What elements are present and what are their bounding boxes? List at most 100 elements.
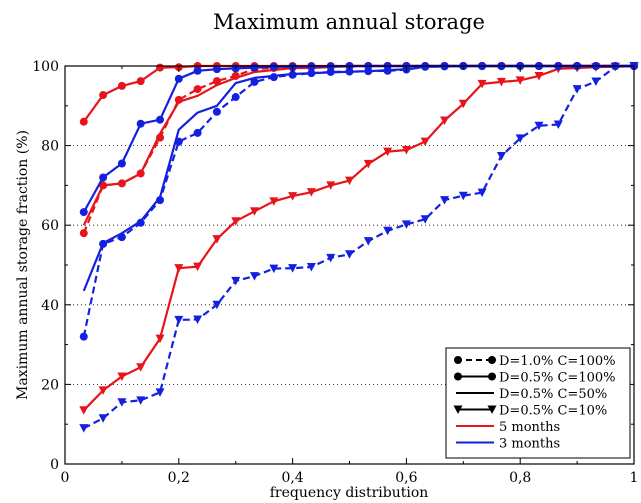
data-point (98, 386, 108, 395)
data-point (79, 208, 88, 217)
data-point (99, 173, 108, 182)
data-point (117, 398, 127, 407)
legend-marker (454, 372, 462, 381)
axis-ticks: 0 20 40 60 80 100 0 0,2 0,4 0,6 0,8 1 (32, 59, 638, 486)
x-tick-label: 0,2 (168, 470, 190, 486)
data-point (610, 62, 620, 72)
y-tick-label: 60 (41, 218, 59, 234)
data-point (420, 137, 430, 147)
data-point (363, 237, 373, 246)
data-point (174, 74, 183, 83)
y-tick-label: 40 (41, 298, 59, 314)
data-point (269, 62, 278, 71)
data-point (155, 334, 165, 344)
data-point (117, 372, 127, 381)
data-point (250, 63, 259, 72)
data-point (99, 181, 108, 190)
data-point (79, 332, 88, 341)
data-point (401, 145, 411, 155)
legend-label: D=1.0% C=100% (499, 354, 615, 369)
data-point (477, 79, 487, 89)
y-tick-label: 0 (50, 457, 59, 473)
data-point (250, 77, 259, 86)
legend-marker (453, 405, 463, 414)
chart-title: Maximum annual storage (213, 10, 485, 34)
series-blue-d05-c10 (79, 62, 639, 433)
data-point (307, 69, 316, 78)
data-point (156, 115, 165, 124)
data-point (79, 424, 89, 433)
data-point (420, 215, 430, 224)
data-point (572, 85, 582, 94)
data-point (269, 197, 279, 206)
legend-item: 5 months (456, 420, 560, 435)
data-point (117, 159, 126, 168)
data-point (383, 147, 393, 157)
data-point (458, 99, 468, 109)
data-point (401, 220, 411, 229)
data-point (326, 67, 335, 76)
data-point (212, 107, 221, 116)
y-tick-label: 80 (41, 139, 59, 155)
data-point (231, 276, 241, 286)
legend-item: D=0.5% C=10% (453, 404, 607, 419)
data-point (383, 66, 392, 75)
x-tick-label: 0 (61, 470, 70, 486)
data-point (99, 91, 108, 100)
data-point (155, 388, 165, 397)
legend-item: D=0.5% C=100% (454, 371, 615, 386)
data-point (326, 253, 336, 263)
data-point (345, 176, 354, 186)
data-point (156, 133, 165, 142)
data-point (136, 119, 145, 128)
data-point (79, 229, 88, 238)
legend-item: 3 months (456, 437, 560, 452)
data-point (306, 262, 316, 272)
data-point (98, 414, 108, 423)
data-point (534, 71, 544, 81)
legend-label: 5 months (499, 420, 560, 435)
data-point (553, 120, 563, 130)
data-point (174, 264, 184, 273)
data-point (79, 117, 88, 126)
data-point (496, 151, 506, 161)
data-point (136, 169, 145, 178)
data-point (231, 217, 241, 226)
y-axis-label: Maximum annual storage fraction (%) (15, 130, 31, 400)
legend-box (445, 347, 631, 459)
x-axis-label: frequency distribution (270, 485, 429, 501)
data-point (174, 95, 183, 104)
data-point (383, 226, 393, 236)
x-tick-label: 0,4 (281, 470, 303, 486)
legend-item: D=1.0% C=100% (454, 354, 615, 369)
data-point (136, 363, 146, 372)
data-point (136, 218, 145, 227)
series-line (83, 64, 635, 430)
data-point (326, 181, 336, 190)
legend-marker (487, 405, 497, 414)
data-point (534, 121, 544, 131)
legend-marker (488, 372, 496, 381)
legend-label: D=0.5% C=50% (499, 387, 607, 402)
data-point (363, 159, 373, 169)
legend-label: 3 months (499, 437, 560, 452)
data-point (117, 233, 126, 242)
grid-lines (65, 145, 634, 385)
data-point (269, 73, 278, 82)
data-point (364, 67, 373, 76)
data-point (193, 128, 202, 137)
data-point (421, 62, 430, 71)
data-point (345, 250, 354, 259)
series-line (83, 64, 635, 412)
x-tick-label: 1 (630, 470, 639, 486)
data-point (231, 71, 240, 80)
legend-marker (488, 356, 496, 364)
data-point (515, 134, 525, 143)
data-point (117, 81, 126, 90)
data-point (496, 77, 506, 87)
data-point (515, 76, 525, 85)
data-point (193, 85, 202, 94)
series-line (82, 64, 634, 337)
data-point (156, 63, 165, 72)
